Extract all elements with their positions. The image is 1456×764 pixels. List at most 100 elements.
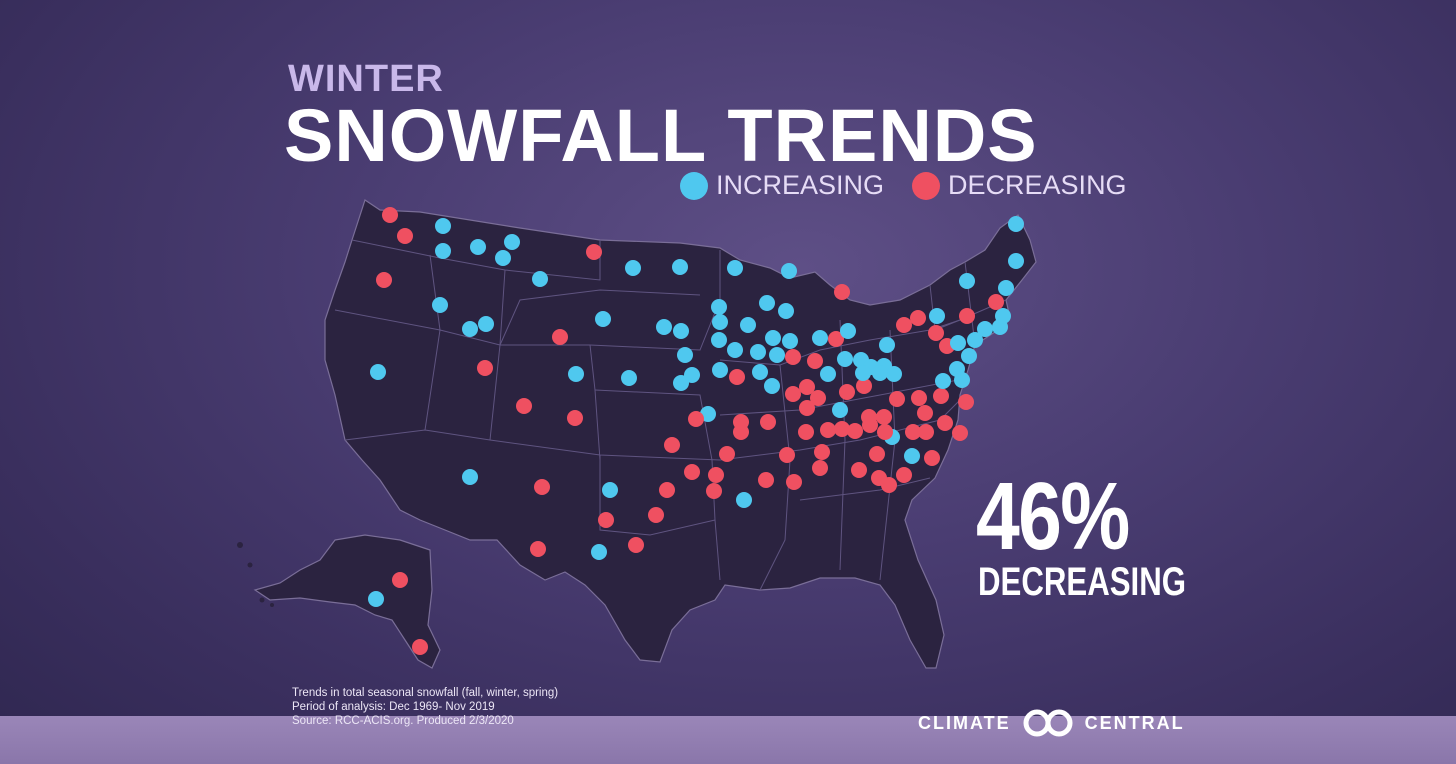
station-dot-increasing — [740, 317, 756, 333]
station-dot-increasing — [677, 347, 693, 363]
station-dot-decreasing — [799, 379, 815, 395]
station-dot-increasing — [435, 243, 451, 259]
station-dot-increasing — [591, 544, 607, 560]
station-dot-increasing — [712, 362, 728, 378]
station-dot-increasing — [435, 218, 451, 234]
footnote-line: Period of analysis: Dec 1969- Nov 2019 — [292, 701, 495, 713]
station-dot-decreasing — [851, 462, 867, 478]
station-dot-decreasing — [628, 537, 644, 553]
climate-central-logo-icon — [1023, 709, 1073, 737]
stat-value: 46% — [976, 463, 1130, 570]
station-dot-decreasing — [905, 424, 921, 440]
station-dot-decreasing — [952, 425, 968, 441]
station-dot-decreasing — [392, 572, 408, 588]
station-dot-increasing — [656, 319, 672, 335]
title-winter: WINTER — [288, 58, 444, 100]
station-dot-decreasing — [586, 244, 602, 260]
station-dot-decreasing — [733, 424, 749, 440]
station-dot-decreasing — [924, 450, 940, 466]
station-dot-increasing — [1008, 216, 1024, 232]
station-dot-decreasing — [552, 329, 568, 345]
station-dot-decreasing — [839, 384, 855, 400]
station-dot-increasing — [929, 308, 945, 324]
station-dot-decreasing — [412, 639, 428, 655]
station-dot-increasing — [478, 316, 494, 332]
station-dot-increasing — [855, 365, 871, 381]
station-dot-decreasing — [534, 479, 550, 495]
station-dot-increasing — [879, 337, 895, 353]
station-dot-increasing — [781, 263, 797, 279]
legend-item-increasing: INCREASING — [680, 170, 884, 201]
alaska-shape — [253, 534, 441, 669]
station-dot-increasing — [595, 311, 611, 327]
station-dot-increasing — [995, 308, 1011, 324]
brand: CLIMATE CENTRAL — [918, 708, 1185, 738]
station-dot-decreasing — [530, 541, 546, 557]
station-dot-decreasing — [834, 284, 850, 300]
station-dot-decreasing — [397, 228, 413, 244]
station-dot-increasing — [837, 351, 853, 367]
station-dot-increasing — [820, 366, 836, 382]
station-dot-increasing — [812, 330, 828, 346]
station-dot-increasing — [470, 239, 486, 255]
station-dot-decreasing — [567, 410, 583, 426]
station-dot-decreasing — [664, 437, 680, 453]
station-dot-increasing — [961, 348, 977, 364]
station-dot-increasing — [462, 321, 478, 337]
stat-label: DECREASING — [978, 560, 1187, 604]
station-dot-decreasing — [477, 360, 493, 376]
station-dot-increasing — [1008, 253, 1024, 269]
station-dot-increasing — [621, 370, 637, 386]
station-dot-decreasing — [910, 310, 926, 326]
station-dot-decreasing — [598, 512, 614, 528]
brand-left: CLIMATE — [918, 712, 1011, 733]
station-dot-increasing — [712, 314, 728, 330]
station-dot-increasing — [532, 271, 548, 287]
station-dot-increasing — [778, 303, 794, 319]
station-dot-increasing — [495, 250, 511, 266]
station-dot-decreasing — [516, 398, 532, 414]
contiguous-us-shape — [324, 199, 1037, 669]
station-dot-increasing — [765, 330, 781, 346]
floor-band — [0, 716, 1456, 764]
station-dot-increasing — [432, 297, 448, 313]
station-dot-decreasing — [937, 415, 953, 431]
station-dot-increasing — [872, 365, 888, 381]
station-dot-increasing — [700, 406, 716, 422]
station-dot-increasing — [711, 299, 727, 315]
station-dot-decreasing — [959, 308, 975, 324]
station-dot-increasing — [752, 364, 768, 380]
station-dot-decreasing — [684, 464, 700, 480]
increasing-dot-icon — [680, 171, 708, 200]
title-snowfall-trends: SNOWFALL TRENDS — [284, 94, 1038, 177]
station-dot-increasing — [462, 469, 478, 485]
station-dot-increasing — [672, 259, 688, 275]
station-dot-decreasing — [877, 424, 893, 440]
station-dot-decreasing — [659, 482, 675, 498]
legend: INCREASING DECREASING — [680, 170, 1145, 201]
station-dot-decreasing — [807, 353, 823, 369]
station-dot-increasing — [727, 342, 743, 358]
station-dot-increasing — [370, 364, 386, 380]
station-dot-decreasing — [933, 388, 949, 404]
station-dot-increasing — [840, 323, 856, 339]
station-dot-decreasing — [918, 424, 934, 440]
station-dot-decreasing — [786, 474, 802, 490]
station-dot-decreasing — [376, 272, 392, 288]
legend-label-decreasing: DECREASING — [948, 170, 1127, 200]
station-dot-decreasing — [834, 421, 850, 437]
legend-label-increasing: INCREASING — [716, 170, 885, 200]
station-dot-increasing — [886, 366, 902, 382]
station-dot-increasing — [977, 321, 993, 337]
station-dot-increasing — [967, 332, 983, 348]
station-dot-increasing — [711, 332, 727, 348]
footnote-line: Trends in total seasonal snowfall (fall,… — [292, 687, 559, 699]
station-dot-increasing — [769, 347, 785, 363]
station-dot-decreasing — [706, 483, 722, 499]
station-dot-increasing — [684, 367, 700, 383]
station-dot-increasing — [673, 375, 689, 391]
alaska-islands — [237, 542, 274, 607]
station-dot-increasing — [904, 448, 920, 464]
station-dot-decreasing — [758, 472, 774, 488]
